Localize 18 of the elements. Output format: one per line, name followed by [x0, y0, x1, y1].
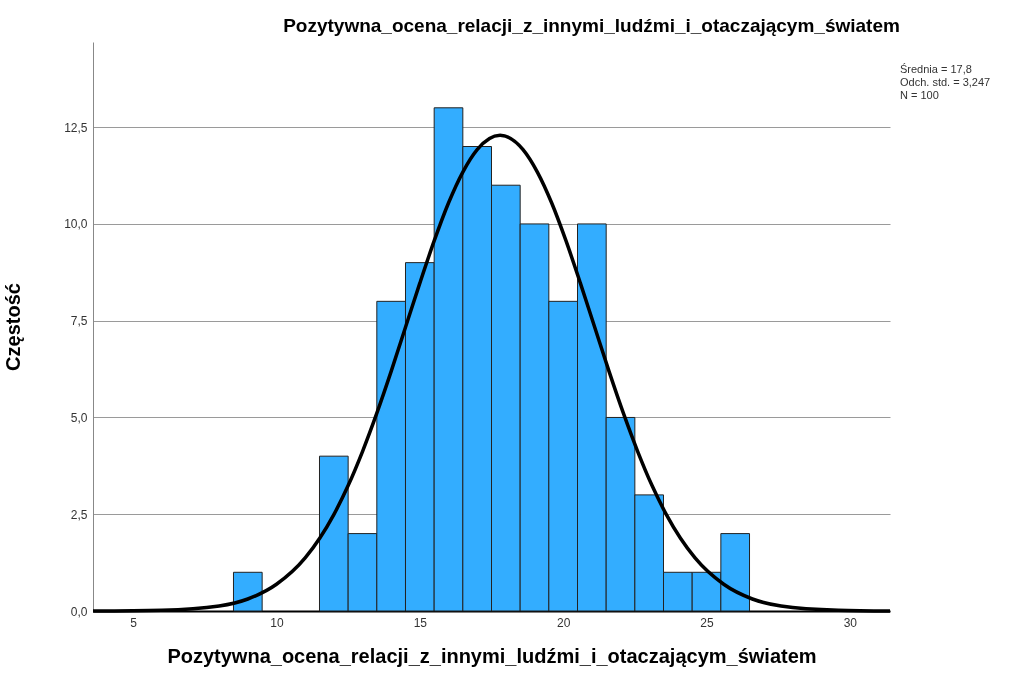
y-axis-title: Częstość: [2, 283, 25, 371]
y-tick-label: 0,0: [70, 604, 88, 619]
y-tick-label: 10,0: [64, 217, 88, 232]
y-tick-label: 5,0: [70, 410, 88, 425]
x-tick-label: 15: [413, 615, 428, 630]
x-tick-label: 20: [556, 615, 571, 630]
x-axis-title: Pozytywna_ocena_relacji_z_innymi_ludźmi_i_otaczającym_światem: [167, 644, 817, 667]
x-tick-label: 10: [270, 615, 284, 630]
x-tick-label: 5: [130, 615, 138, 630]
text: Odch. std. = 3,247: [900, 76, 991, 88]
y-tick-label: 2,5: [70, 507, 88, 522]
text: Średnia = 17,8: [900, 63, 972, 75]
text: N = 100: [900, 89, 939, 101]
chart-title: Pozytywna_ocena_relacji_z_innymi_ludźmi_i_otaczającym_światem: [283, 15, 900, 36]
x-tick-label: 30: [843, 615, 858, 630]
y-tick-label: 7,5: [70, 314, 88, 329]
x-tick-label: 25: [700, 615, 715, 630]
y-tick-label: 12,5: [64, 120, 88, 135]
